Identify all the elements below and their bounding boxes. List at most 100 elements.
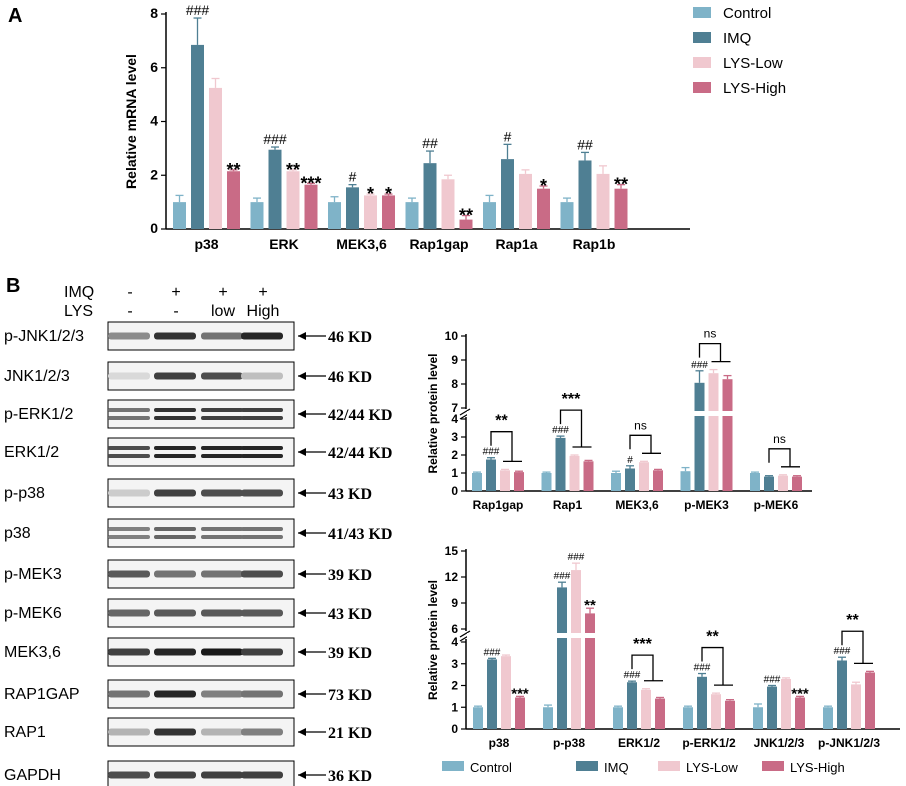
blot-band (108, 771, 150, 779)
bar (227, 171, 240, 229)
category-label: p-JNK1/2/3 (818, 736, 880, 750)
bar (364, 195, 377, 229)
size-arrow-head (298, 448, 306, 456)
category-label: Rap1gap (473, 498, 524, 512)
blot-band (241, 535, 283, 539)
bar (614, 188, 628, 229)
blot-row-label: ERK1/2 (4, 444, 59, 461)
blot-band (154, 489, 196, 497)
bar (627, 682, 637, 729)
blot-band (154, 416, 196, 420)
bar (557, 587, 567, 729)
legend-label: Control (470, 760, 512, 775)
significance-mark: ** (459, 206, 473, 226)
category-label: p-MEK3 (684, 498, 729, 512)
bar (173, 202, 186, 229)
bracket-label: ns (634, 418, 647, 432)
size-arrow-head (298, 410, 306, 418)
blot-band (154, 372, 196, 380)
bar (708, 373, 719, 491)
legend-swatch (576, 761, 598, 771)
category-label: Rap1gap (409, 236, 468, 252)
blot-band (201, 535, 243, 539)
significance-mark: ** (614, 175, 628, 195)
significance-mark: ### (186, 2, 210, 18)
blot-band (154, 535, 196, 539)
blot-header-label: IMQ (64, 284, 94, 301)
bar (725, 700, 735, 729)
comparison-bracket (701, 646, 724, 686)
y-tick-label: 10 (445, 329, 459, 343)
comparison-bracket (559, 409, 583, 447)
size-arrow-head (298, 771, 306, 779)
bracket-label: ns (773, 432, 786, 446)
lane-marker: - (173, 303, 178, 320)
category-label: Rap1a (495, 236, 537, 252)
significance-mark: ** (286, 160, 300, 180)
lane-marker: + (258, 284, 267, 301)
blot-band (201, 332, 243, 340)
blot-band (108, 570, 150, 578)
bracket-label: ns (704, 327, 717, 341)
blot-row-label: p-JNK1/2/3 (4, 328, 84, 345)
blot-band (241, 408, 283, 412)
molecular-weight-label: 46 KD (328, 329, 372, 346)
y-tick-label: 9 (451, 596, 458, 610)
bar (571, 570, 581, 729)
significance-mark: # (349, 169, 357, 185)
blot-band (241, 648, 283, 656)
significance-mark: * (385, 184, 392, 204)
significance-mark: ### (834, 646, 851, 657)
y-axis-label: Relative mRNA level (123, 54, 139, 189)
blot-band (154, 408, 196, 412)
bar (750, 473, 760, 491)
bar (514, 472, 524, 491)
blot-band (108, 454, 150, 458)
size-arrow-head (298, 372, 306, 380)
molecular-weight-label: 21 KD (328, 725, 372, 742)
lane-marker: - (127, 284, 132, 301)
legend-swatch (693, 82, 711, 93)
y-tick-label: 1 (451, 466, 458, 480)
bar (423, 163, 437, 229)
significance-mark: ** (226, 160, 240, 180)
legend-label: LYS-Low (686, 760, 738, 775)
bar (473, 707, 483, 729)
bar (795, 697, 805, 729)
bar (555, 437, 566, 491)
bar (711, 694, 721, 729)
lane-marker: High (247, 303, 280, 320)
y-tick-label: 2 (150, 166, 158, 182)
significance-mark: ### (691, 360, 708, 371)
blot-band (108, 609, 150, 617)
lane-marker: - (127, 303, 132, 320)
blot-band (201, 416, 243, 420)
y-tick-label: 0 (150, 220, 158, 236)
comparison-bracket (698, 342, 722, 362)
blot-band (201, 527, 243, 531)
legend-label: LYS-High (723, 80, 786, 97)
molecular-weight-label: 42/44 KD (328, 445, 392, 462)
molecular-weight-label: 43 KD (328, 486, 372, 503)
blot-header-label: LYS (64, 303, 93, 320)
comparison-bracket (631, 654, 654, 681)
axis-break-gap (460, 631, 470, 639)
bracket-label: *** (633, 636, 652, 653)
western-blot: IMQ - + + + LYS - - low High p-JNK1/2/3 46 KD JNK1/2… (4, 284, 392, 786)
blot-strip (107, 518, 295, 548)
y-tick-label: 4 (451, 635, 458, 649)
molecular-weight-label: 73 KD (328, 687, 372, 704)
axis-break-mark (459, 408, 471, 416)
category-label: p38 (194, 236, 218, 252)
lane-marker: low (211, 303, 235, 320)
panel-b-label: B (6, 275, 20, 297)
blot-row-label: p-MEK6 (4, 605, 62, 622)
bar (486, 459, 496, 491)
blot-band (241, 332, 283, 340)
category-label: MEK3,6 (615, 498, 659, 512)
blot-band (201, 408, 243, 412)
blot-band (241, 771, 283, 779)
legend-a: Control IMQ LYS-Low LYS-High (693, 5, 786, 97)
molecular-weight-label: 39 KD (328, 567, 372, 584)
comparison-bracket (629, 434, 652, 454)
